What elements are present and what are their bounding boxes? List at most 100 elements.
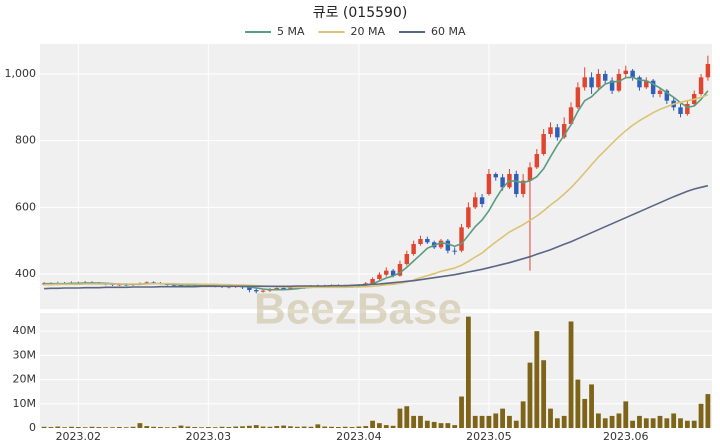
volume-bar <box>130 426 136 428</box>
volume-bar <box>418 415 423 428</box>
volume-bar <box>137 423 143 428</box>
candle-body <box>390 270 396 276</box>
volume-bar <box>171 427 177 428</box>
x-tick-label: 2023.04 <box>336 430 382 443</box>
candle-body <box>397 264 403 276</box>
candle-body <box>254 290 259 292</box>
x-tick-label: 2023.03 <box>186 430 232 443</box>
candle-body <box>281 288 286 289</box>
volume-bar <box>288 426 293 428</box>
volume-bar <box>637 415 642 428</box>
candle-body <box>479 197 485 204</box>
candle-body <box>555 127 560 138</box>
volume-bar <box>431 421 437 428</box>
volume-bar <box>459 396 464 428</box>
candle-body <box>705 64 711 78</box>
y-tick-label: 0 <box>29 421 36 434</box>
volume-bar <box>486 415 492 428</box>
volume-bar <box>69 426 74 428</box>
volume-bar <box>164 427 170 428</box>
volume-bar <box>342 426 348 428</box>
candle-body <box>534 154 540 168</box>
candle-body <box>384 270 389 275</box>
volume-bar <box>192 427 198 428</box>
candle-body <box>452 250 457 252</box>
volume-bar <box>465 316 471 428</box>
volume-bar <box>411 415 417 428</box>
volume-bar <box>554 418 560 428</box>
legend-label: 60 MA <box>431 25 466 38</box>
watermark: BeezBase <box>254 285 462 334</box>
volume-bar <box>349 427 355 428</box>
volume-bar <box>260 426 266 428</box>
volume-bar <box>110 427 115 428</box>
candle-body <box>603 74 608 81</box>
candle-body <box>678 107 683 114</box>
volume-bar <box>240 426 245 428</box>
volume-bar <box>705 394 711 428</box>
volume-bar <box>438 423 444 428</box>
candle-body <box>582 77 587 88</box>
volume-bar <box>534 331 540 428</box>
volume-bar <box>274 426 280 428</box>
volume-bar <box>123 427 129 428</box>
y-tick-label: 600 <box>15 200 36 213</box>
volume-bar <box>178 425 184 428</box>
volume-bar <box>205 427 211 428</box>
y-tick-label: 20M <box>13 373 37 386</box>
volume-bar <box>527 362 533 428</box>
volume-bar <box>404 406 410 428</box>
volume-bar <box>383 425 389 428</box>
candle-body <box>548 127 553 134</box>
volume-bar <box>103 427 109 428</box>
volume-bar <box>582 398 588 428</box>
candle-body <box>418 239 423 244</box>
volume-bar <box>370 420 375 428</box>
volume-bar <box>308 426 314 428</box>
volume-bar <box>356 426 362 428</box>
candle-body <box>650 80 656 94</box>
volume-bar <box>322 426 328 428</box>
volume-bar <box>616 413 622 428</box>
x-tick-label: 2023.02 <box>56 430 102 443</box>
volume-bar <box>541 360 547 428</box>
volume-bar <box>55 426 61 428</box>
volume-bar <box>513 420 519 428</box>
volume-bar <box>698 403 704 428</box>
volume-bar <box>575 379 581 428</box>
volume-bar <box>89 426 95 428</box>
candle-body <box>500 177 505 188</box>
volume-bar <box>247 425 252 428</box>
candle-body <box>370 279 375 284</box>
volume-bar <box>548 408 553 428</box>
volume-bar <box>48 427 54 428</box>
volume-bar <box>301 426 307 428</box>
volume-bar <box>116 427 122 428</box>
volume-bar <box>390 425 396 428</box>
volume-bar <box>267 426 273 428</box>
ma-line <box>44 93 709 289</box>
candle-body <box>657 90 663 94</box>
marks <box>41 55 711 428</box>
y-tick-label: 40M <box>13 324 37 337</box>
candle-body <box>438 240 444 248</box>
legend-label: 20 MA <box>351 25 386 38</box>
volume-bar <box>41 426 47 428</box>
volume-bar <box>609 415 615 428</box>
candle-body <box>568 107 574 124</box>
y-tick-label: 800 <box>15 134 36 147</box>
volume-bar <box>75 427 81 428</box>
volume-bar <box>623 401 629 428</box>
candle-body <box>493 174 498 178</box>
candle-body <box>698 77 704 94</box>
volume-bar <box>472 415 478 428</box>
candle-body <box>425 239 430 243</box>
volume-bar <box>568 321 574 428</box>
volume-bar <box>226 427 232 428</box>
candle-body <box>404 254 410 264</box>
candle-body <box>274 288 279 289</box>
candle-body <box>527 167 533 181</box>
volume-bar <box>507 415 512 428</box>
candle-body <box>247 287 252 290</box>
